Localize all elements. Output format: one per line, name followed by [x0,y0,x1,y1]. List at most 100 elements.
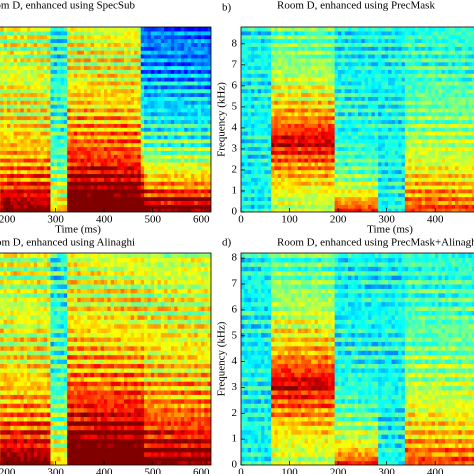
spectrogram-cell [364,192,369,198]
spectrogram-cell [257,123,262,128]
spectrogram-cell [33,107,38,113]
spectrogram-cell [267,185,272,190]
spectrogram-cell [140,100,145,105]
spectrogram-cell [274,181,279,186]
spectrogram-cell [103,134,108,140]
spectrogram-cell [157,204,162,209]
spectrogram-cell [261,119,266,124]
spectrogram-cell [324,96,329,101]
spectrogram-cell [264,173,269,178]
spectrogram-cell [57,115,62,121]
spectrogram-cell [254,42,259,47]
spectrogram-cell [294,107,299,113]
spectrogram-cell [3,38,8,44]
spectrogram-cell [134,181,139,186]
spectrogram-cell [93,208,98,212]
spectrogram-cell [53,92,58,97]
spectrogram-cell [287,88,292,94]
spectrogram-cell [0,204,5,209]
spectrogram-cell [274,77,279,82]
spectrogram-cell [284,100,289,105]
spectrogram-cell [307,165,312,171]
spectrogram-cell [257,127,262,132]
spectrogram-cell [144,123,149,128]
spectrogram-cell [127,200,132,205]
spectrogram-cell [3,161,8,167]
spectrogram-cell [130,150,135,155]
spectrogram-cell [251,192,255,198]
spectrogram-cell [331,115,336,121]
spectrogram-cell [20,46,25,51]
spectrogram-cell [90,42,95,47]
spectrogram-cell [197,177,202,182]
spectrogram-cell [73,96,78,101]
spectrogram-cell [117,84,122,90]
spectrogram-cell [301,200,306,205]
spectrogram-cell [277,146,282,151]
spectrogram-cell [251,123,255,128]
spectrogram-cell [30,127,35,132]
spectrogram-cell [267,173,272,178]
spectrogram-cell [147,104,152,109]
spectrogram-cell [194,204,199,209]
spectrogram-cell [103,104,108,109]
spectrogram-cell [120,100,125,105]
spectrogram-cell [364,208,369,212]
spectrogram-cell [341,104,346,109]
spectrogram-cell [140,181,145,186]
spectrogram-cell [130,73,135,78]
spectrogram-cell [184,65,189,70]
spectrogram-cell [144,27,149,32]
spectrogram-cell [261,142,266,148]
spectrogram-cell [174,92,179,97]
spectrogram-cell [53,104,58,109]
spectrogram-cell [271,46,276,51]
spectrogram-cell [80,96,85,101]
spectrogram-cell [13,80,18,86]
spectrogram-cell [257,173,262,178]
spectrogram-cell [174,88,179,94]
spectrogram-cell [327,100,332,105]
spectrogram-cell [137,61,142,67]
spectrogram-cell [207,38,211,44]
spectrogram-cell [124,38,128,44]
spectrogram-cell [348,142,352,148]
spectrogram-cell [354,142,359,148]
spectrogram-cell [0,161,5,167]
spectrogram-cell [257,53,262,59]
spectrogram-cell [327,134,332,140]
spectrogram-cell [107,42,112,47]
spectrogram-cell [97,80,102,86]
spectrogram-cell [277,154,282,159]
spectrogram-cell [60,154,65,159]
spectrogram-cell [334,158,339,163]
spectrogram-cell [271,73,276,78]
spectrogram-cell [43,77,48,82]
spectrogram-cell [67,119,72,124]
spectrogram-cell [97,69,102,74]
spectrogram-cell [37,192,42,198]
spectrogram-cell [267,27,272,32]
spectrogram-cell [177,38,182,44]
spectrogram-cell [334,42,339,47]
spectrogram-cell [344,204,349,209]
spectrogram-cell [251,96,255,101]
spectrogram-cell [294,165,299,171]
spectrogram-cell [130,50,135,55]
spectrogram-cell [207,30,211,36]
spectrogram-cell [284,146,289,151]
spectrogram-cell [344,169,349,175]
spectrogram-cell [364,204,369,209]
spectrogram-cell [83,154,88,159]
spectrogram-cell [244,208,249,212]
spectrogram-cell [247,77,252,82]
spectrogram-cell [117,119,122,124]
spectrogram-cell [43,188,48,194]
spectrogram-cell [27,77,31,82]
spectrogram-cell [127,123,132,128]
spectrogram-cell [150,77,155,82]
spectrogram-cell [284,61,289,67]
spectrogram-cell [197,150,202,155]
spectrogram-cell [147,61,152,67]
spectrogram-cell [207,65,211,70]
